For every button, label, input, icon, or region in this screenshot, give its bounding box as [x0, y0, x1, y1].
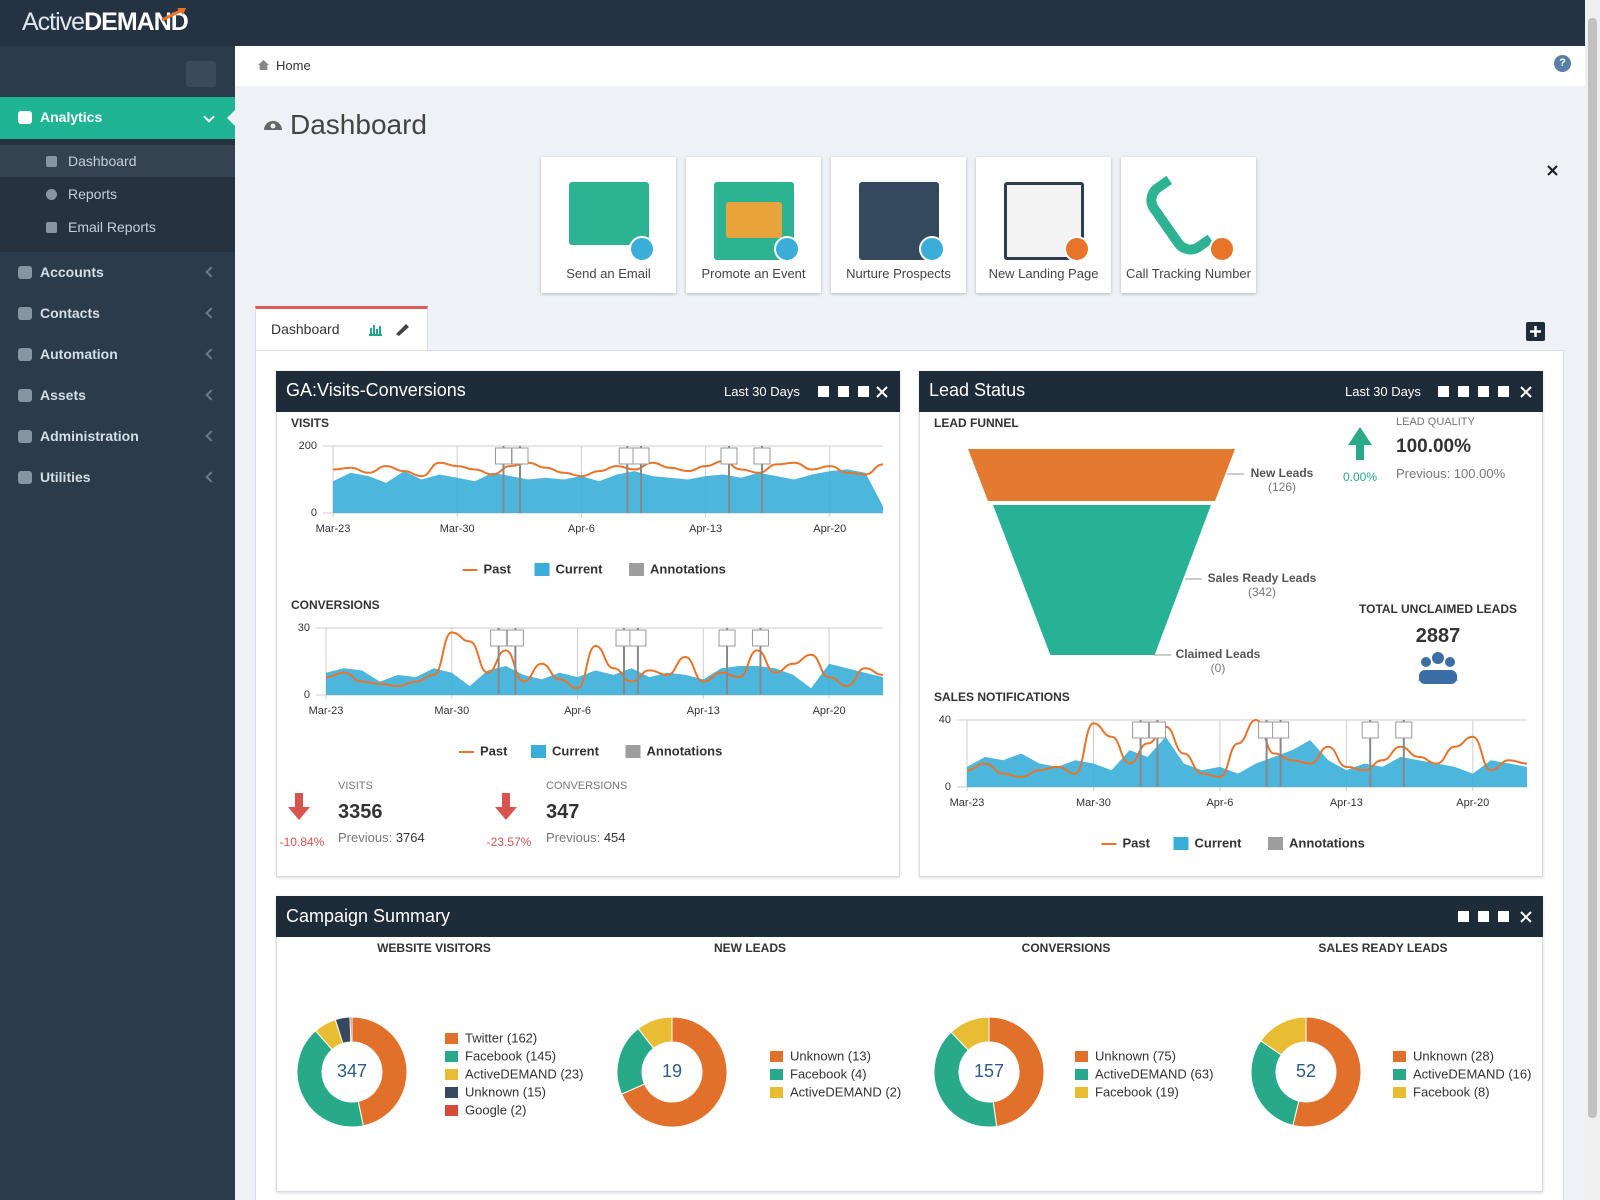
menu-icon: [18, 266, 32, 279]
active-menu: [0, 97, 235, 139]
tile[interactable]: [1121, 157, 1256, 293]
logo-light: Active: [22, 8, 85, 36]
tile-icon-ticket: [726, 202, 782, 238]
stat-change: -23.57%: [486, 835, 532, 849]
submenu-icon: [46, 189, 57, 200]
help-button[interactable]: ?: [1554, 55, 1571, 72]
tile-label[interactable]: Call Tracking Number: [1126, 266, 1251, 281]
lead-range[interactable]: Last 30 Days: [1345, 384, 1421, 399]
unclaimed-label: TOTAL UNCLAIMED LEADS: [1359, 602, 1517, 616]
tile-icon: [1004, 182, 1084, 260]
menu-item[interactable]: Analytics: [40, 109, 103, 125]
menu-item[interactable]: Automation: [40, 346, 118, 362]
previous-value: 3764: [395, 830, 425, 845]
submenu-icon: [46, 222, 57, 233]
menu-item[interactable]: Assets: [40, 387, 86, 403]
menu-item[interactable]: Accounts: [40, 264, 104, 280]
tile-label[interactable]: Send an Email: [566, 266, 651, 281]
stat-label: VISITS: [338, 780, 373, 792]
tile-label[interactable]: New Landing Page: [988, 266, 1099, 281]
breadcrumb-bar: [235, 46, 1585, 86]
ga-widget: [276, 371, 900, 877]
logo-arrow: [161, 8, 186, 22]
menu-icon: [18, 111, 32, 124]
menu-icon: [18, 307, 32, 320]
stat-previous: Previous: 454: [546, 829, 626, 847]
tile-badge: [919, 236, 945, 262]
submenu-item[interactable]: Email Reports: [68, 219, 156, 235]
menu-icon: [18, 389, 32, 402]
campaign-title: Campaign Summary: [286, 906, 451, 926]
scrollbar-thumb[interactable]: [1588, 18, 1597, 1118]
campaign-widget: [276, 896, 1543, 1192]
previous-label: Previous:: [546, 830, 601, 845]
page-title: Dashboard: [290, 109, 427, 140]
campaign-header: [276, 896, 1543, 937]
menu-icon: [18, 348, 32, 361]
tab[interactable]: [255, 306, 428, 354]
tile-icon: [569, 182, 649, 245]
stat-value: 347: [546, 801, 580, 823]
tile-badge: [629, 236, 655, 262]
tile-label[interactable]: Nurture Prospects: [846, 266, 951, 281]
ga-title: GA:Visits-Conversions: [286, 380, 466, 400]
tile-label[interactable]: Promote an Event: [701, 266, 806, 281]
lead-title: Lead Status: [929, 380, 1026, 400]
stat-previous: Previous: 3764: [338, 829, 425, 847]
dashboard-icon: [264, 121, 282, 130]
submenu-selected: [0, 145, 235, 177]
sidebar-toggle[interactable]: [186, 61, 216, 87]
active-pointer: [227, 109, 236, 127]
quality-label: LEAD QUALITY: [1396, 416, 1475, 428]
menu-item[interactable]: Utilities: [40, 469, 91, 485]
previous-label: Previous:: [338, 830, 393, 845]
unclaimed-value: 2887: [1415, 625, 1461, 647]
home-icon: [258, 60, 269, 70]
ga-range[interactable]: Last 30 Days: [724, 384, 800, 399]
tab-icons[interactable]: [368, 322, 410, 336]
breadcrumb[interactable]: Home: [276, 58, 311, 73]
quality-previous: Previous: 100.00%: [1396, 466, 1506, 481]
quality-change: 0.00%: [1342, 470, 1378, 484]
menu-item[interactable]: Contacts: [40, 305, 100, 321]
previous-value: 454: [603, 830, 626, 845]
ga-header: [276, 371, 900, 412]
tab-label[interactable]: Dashboard: [271, 321, 340, 337]
menu-icon: [18, 471, 32, 484]
stat-value: 3356: [338, 801, 383, 823]
quality-value: 100.00%: [1396, 436, 1472, 457]
close-tiles[interactable]: [1547, 165, 1558, 176]
add-widget-icon: [1530, 326, 1541, 337]
submenu-item[interactable]: Reports: [68, 186, 118, 202]
submenu-icon: [46, 156, 57, 167]
menu-item[interactable]: Administration: [40, 428, 139, 444]
stat-change: -10.84%: [279, 835, 325, 849]
stat-label: CONVERSIONS: [546, 780, 628, 792]
submenu-item[interactable]: Dashboard: [68, 153, 137, 169]
tile-badge: [1064, 236, 1090, 262]
tile-badge: [774, 236, 800, 262]
top-bar: [0, 0, 1585, 46]
tile-badge: [1209, 236, 1235, 262]
menu-icon: [18, 430, 32, 443]
